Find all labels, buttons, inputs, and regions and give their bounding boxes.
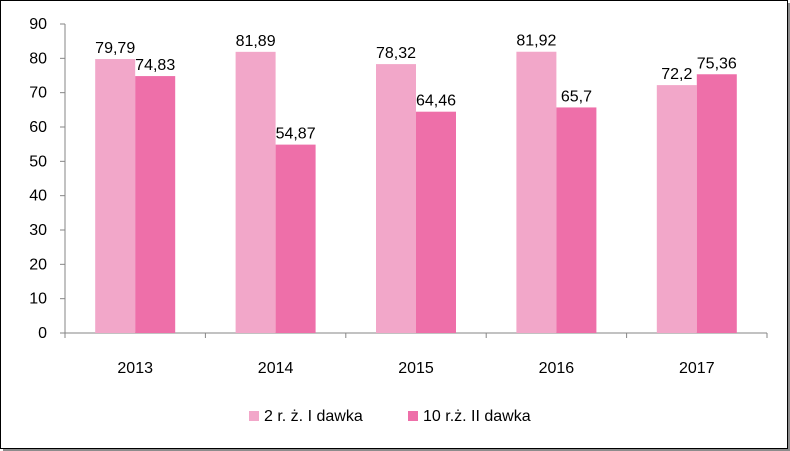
y-tick-label: 60 xyxy=(29,119,47,136)
data-label: 78,32 xyxy=(376,45,416,62)
y-tick-label: 70 xyxy=(29,85,47,102)
bar-2013-series-1 xyxy=(95,59,136,334)
x-tick-label: 2015 xyxy=(398,360,434,377)
legend-label-series-2: 10 r.ż. II dawka xyxy=(423,408,531,425)
x-tick-label: 2014 xyxy=(258,360,294,377)
bar-2016-series-1 xyxy=(516,51,557,333)
y-tick-label: 20 xyxy=(29,256,47,273)
legend-swatch-series-2 xyxy=(408,411,418,421)
legend-swatch-series-1 xyxy=(249,411,259,421)
x-tick-label: 2016 xyxy=(539,360,575,377)
data-label: 72,2 xyxy=(661,66,692,83)
bar-2017-series-1 xyxy=(656,85,697,333)
y-tick-label: 80 xyxy=(29,50,47,67)
y-tick-label: 40 xyxy=(29,188,47,205)
data-label: 54,87 xyxy=(276,126,316,143)
bar-2015-series-1 xyxy=(376,64,416,334)
bar-2013-series-2 xyxy=(135,76,176,333)
data-label: 81,92 xyxy=(516,33,556,50)
y-tick-label: 10 xyxy=(29,291,47,308)
data-label: 74,83 xyxy=(135,57,175,74)
data-label: 75,36 xyxy=(697,55,737,72)
data-label: 79,79 xyxy=(95,40,135,57)
bar-2014-series-2 xyxy=(275,144,316,333)
bar-2017-series-2 xyxy=(696,74,737,333)
data-label: 81,89 xyxy=(236,33,276,50)
data-label: 65,7 xyxy=(561,88,592,105)
bar-2015-series-2 xyxy=(416,111,456,333)
bar-2016-series-2 xyxy=(556,107,597,334)
bar-2014-series-1 xyxy=(235,51,276,334)
y-tick-label: 0 xyxy=(38,325,47,342)
x-tick-label: 2017 xyxy=(679,360,715,377)
data-label: 64,46 xyxy=(416,93,456,110)
legend-label-series-1: 2 r. ż. I dawka xyxy=(264,408,363,425)
y-tick-label: 50 xyxy=(29,153,47,170)
y-tick-label: 30 xyxy=(29,222,47,239)
x-tick-label: 2013 xyxy=(117,360,153,377)
y-tick-label: 90 xyxy=(29,16,47,33)
